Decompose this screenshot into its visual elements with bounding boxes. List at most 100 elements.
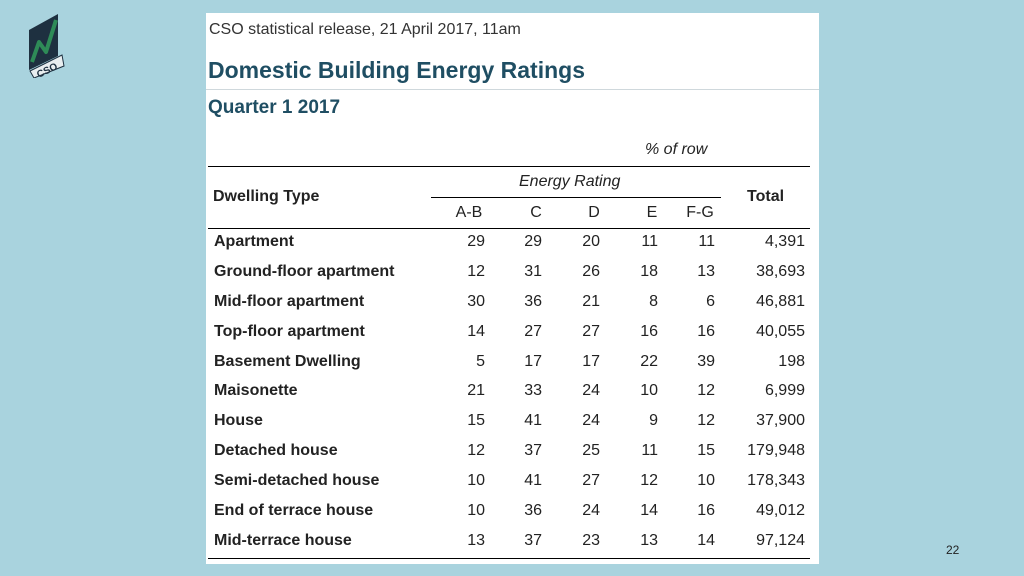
cell-total: 49,012: [756, 502, 805, 520]
cell-fg: 16: [697, 502, 715, 520]
cell-ab: 12: [467, 442, 485, 460]
dwelling-type: Basement Dwelling: [214, 352, 361, 370]
dwelling-type: Mid-floor apartment: [214, 292, 365, 310]
cell-ab: 13: [467, 531, 485, 549]
dwelling-type: Semi-detached house: [214, 472, 380, 490]
table-row: Mid-floor apartment 30 36 21 8 6 46,881: [206, 289, 819, 319]
column-header-ab: A-B: [455, 204, 483, 221]
column-header-total: Total: [747, 188, 785, 205]
title-divider: [206, 89, 819, 90]
cell-d: 27: [582, 472, 600, 490]
release-info: CSO statistical release, 21 April 2017, …: [209, 21, 521, 38]
table-row: Top-floor apartment 14 27 27 16 16 40,055: [206, 319, 819, 349]
cell-ab: 14: [467, 322, 485, 340]
table-body: Apartment 29 29 20 11 11 4,391 Ground-floor ap…: [206, 229, 819, 558]
cell-d: 24: [582, 412, 600, 430]
cell-total: 6,999: [764, 382, 805, 400]
table-bottom-rule: [208, 558, 810, 559]
cell-fg: 10: [697, 472, 715, 490]
cell-d: 25: [582, 442, 600, 460]
table-row: Semi-detached house 10 41 27 12 10 178,343: [206, 468, 819, 498]
cell-ab: 15: [467, 412, 485, 430]
cell-fg: 39: [697, 352, 715, 370]
cell-e: 13: [640, 531, 658, 549]
dwelling-type: Ground-floor apartment: [214, 262, 395, 280]
cso-logo-icon: CSO: [26, 12, 72, 81]
column-header-d: D: [588, 204, 600, 221]
table-row: Maisonette 21 33 24 10 12 6,999: [206, 378, 819, 408]
dwelling-type: House: [214, 412, 263, 430]
release-panel: CSO statistical release, 21 April 2017, …: [206, 13, 819, 564]
cell-c: 27: [524, 322, 542, 340]
slide-number: 22: [946, 543, 960, 557]
cell-e: 10: [640, 382, 658, 400]
cell-c: 17: [524, 352, 542, 370]
table-row: End of terrace house 10 36 24 14 16 49,012: [206, 498, 819, 528]
cell-d: 20: [582, 233, 600, 250]
cell-ab: 21: [467, 382, 485, 400]
cell-fg: 11: [698, 233, 715, 250]
unit-note: % of row: [645, 141, 708, 158]
cell-total: 4,391: [764, 233, 805, 250]
cell-d: 24: [582, 502, 600, 520]
cell-total: 37,900: [756, 412, 805, 430]
cell-c: 37: [524, 442, 542, 460]
cell-fg: 12: [697, 382, 715, 400]
cell-ab: 10: [467, 502, 485, 520]
cell-fg: 12: [697, 412, 715, 430]
cell-ab: 10: [467, 472, 485, 490]
cell-fg: 13: [697, 262, 715, 280]
dwelling-type: Maisonette: [214, 382, 298, 400]
dwelling-type: Top-floor apartment: [214, 322, 365, 340]
column-group-energy-rating: Energy Rating: [519, 173, 621, 190]
column-header-fg: F-G: [686, 204, 714, 221]
cell-ab: 12: [467, 262, 485, 280]
cell-ab: 29: [467, 233, 485, 250]
cell-c: 41: [524, 412, 542, 430]
quarter-subtitle: Quarter 1 2017: [208, 97, 341, 118]
column-header-e: E: [646, 204, 658, 221]
cell-fg: 15: [697, 442, 715, 460]
cell-total: 198: [778, 352, 805, 370]
table-row: Apartment 29 29 20 11 11 4,391: [206, 229, 819, 259]
cell-fg: 14: [697, 531, 715, 549]
energy-group-rule: [431, 197, 721, 198]
dwelling-type: Apartment: [214, 233, 295, 250]
cell-total: 179,948: [747, 442, 805, 460]
cell-c: 37: [524, 531, 542, 549]
cell-d: 26: [582, 262, 600, 280]
cell-d: 27: [582, 322, 600, 340]
cell-e: 14: [640, 502, 658, 520]
column-header-c: C: [530, 204, 542, 221]
cell-fg: 6: [706, 292, 715, 310]
page-title: Domestic Building Energy Ratings: [208, 57, 585, 83]
cell-e: 9: [649, 412, 658, 430]
dwelling-type: End of terrace house: [214, 502, 374, 520]
table-top-rule: [208, 166, 810, 167]
cell-total: 38,693: [756, 262, 805, 280]
cell-e: 12: [640, 472, 658, 490]
cell-total: 46,881: [756, 292, 805, 310]
cell-e: 11: [641, 442, 658, 460]
table-row: Basement Dwelling 5 17 17 22 39 198: [206, 349, 819, 379]
dwelling-type: Mid-terrace house: [214, 531, 352, 549]
cell-ab: 5: [476, 352, 485, 370]
dwelling-type: Detached house: [214, 442, 338, 460]
cell-c: 36: [524, 502, 542, 520]
cell-e: 22: [640, 352, 658, 370]
table-row: House 15 41 24 9 12 37,900: [206, 408, 819, 438]
cell-d: 23: [582, 531, 600, 549]
cell-e: 16: [640, 322, 658, 340]
cell-d: 17: [582, 352, 600, 370]
cell-total: 40,055: [756, 322, 805, 340]
header-bottom-rule: [208, 228, 810, 229]
cell-d: 21: [582, 292, 600, 310]
cell-c: 36: [524, 292, 542, 310]
column-header-dwelling: Dwelling Type: [213, 188, 320, 205]
table-row: Detached house 12 37 25 11 15 179,948: [206, 438, 819, 468]
cell-c: 31: [524, 262, 542, 280]
cell-ab: 30: [467, 292, 485, 310]
cell-e: 8: [649, 292, 658, 310]
table-row: Ground-floor apartment 12 31 26 18 13 38,693: [206, 259, 819, 289]
cell-total: 178,343: [747, 472, 805, 490]
